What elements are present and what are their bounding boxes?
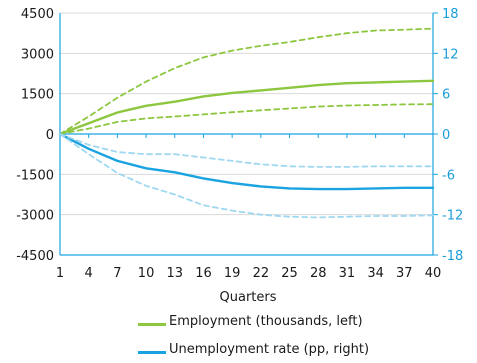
right-tick-label: -12 — [442, 209, 463, 224]
x-tick-label: 13 — [166, 266, 183, 281]
left-tick-label: 3000 — [21, 47, 54, 62]
legend-item-unemployment: Unemployment rate (pp, right) — [138, 341, 438, 363]
x-axis-title: Quarters — [220, 290, 277, 305]
left-tick-label: 1500 — [21, 88, 54, 103]
x-tick-label: 7 — [113, 266, 121, 281]
left-tick-label: -4500 — [16, 249, 54, 264]
right-tick-label: 12 — [442, 47, 459, 62]
x-tick-label: 40 — [425, 266, 442, 281]
right-tick-label: 0 — [442, 128, 450, 143]
series-lines — [58, 27, 435, 219]
legend-item-employment: Employment (thousands, left) — [138, 313, 438, 335]
legend-label-employment: Employment (thousands, left) — [169, 314, 363, 329]
x-tick-label: 22 — [253, 266, 270, 281]
right-tick-label: 18 — [442, 7, 459, 22]
right-axis-ticks: 18 12 6 0 -6 -12 -18 — [442, 7, 463, 264]
right-tick-label: -6 — [442, 168, 455, 183]
x-tick-label: 25 — [281, 266, 298, 281]
legend-swatch-employment — [138, 323, 166, 326]
x-tick-label: 4 — [85, 266, 93, 281]
axes — [59, 13, 434, 256]
x-tick-label: 19 — [224, 266, 241, 281]
x-tick-label: 37 — [396, 266, 413, 281]
left-tick-label: -3000 — [16, 209, 54, 224]
unemployment-lower-band-line — [59, 133, 434, 219]
left-tick-label: -1500 — [16, 168, 54, 183]
left-axis-ticks: 4500 3000 1500 0 -1500 -3000 -4500 — [16, 7, 54, 264]
right-tick-label: -18 — [442, 249, 463, 264]
legend-swatch-unemployment — [138, 351, 166, 354]
right-tick-label: 6 — [442, 88, 450, 103]
left-tick-label: 0 — [46, 128, 54, 143]
unemployment-line — [58, 132, 435, 191]
employment-lower-band-line — [59, 103, 434, 135]
legend-label-unemployment: Unemployment rate (pp, right) — [169, 342, 370, 357]
x-axis-ticks: 1 4 7 10 13 16 19 22 25 28 31 34 37 40 — [56, 266, 441, 281]
x-tick-label: 34 — [367, 266, 384, 281]
x-tick-label: 28 — [310, 266, 327, 281]
x-tick-label: 10 — [138, 266, 155, 281]
unemployment-upper-band-line — [59, 133, 434, 168]
x-tick-label: 31 — [339, 266, 356, 281]
left-tick-label: 4500 — [21, 7, 54, 22]
x-tick-label: 1 — [56, 266, 64, 281]
employment-line — [58, 79, 435, 136]
x-tick-label: 16 — [195, 266, 212, 281]
employment-upper-band-line — [59, 27, 434, 135]
